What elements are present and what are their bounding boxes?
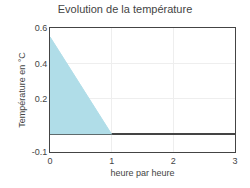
svg-text:heure par heure: heure par heure [110, 168, 174, 178]
svg-text:0.2: 0.2 [35, 94, 48, 104]
svg-text:Température en °C: Température en °C [17, 52, 27, 128]
svg-text:Evolution de la température: Evolution de la température [58, 3, 193, 15]
svg-text:0.4: 0.4 [35, 59, 48, 69]
svg-text:0.6: 0.6 [35, 23, 48, 33]
svg-text:0: 0 [47, 156, 52, 166]
svg-text:2: 2 [171, 156, 176, 166]
svg-text:-0.1: -0.1 [32, 147, 48, 157]
svg-text:1: 1 [109, 156, 114, 166]
svg-text:3: 3 [232, 156, 237, 166]
